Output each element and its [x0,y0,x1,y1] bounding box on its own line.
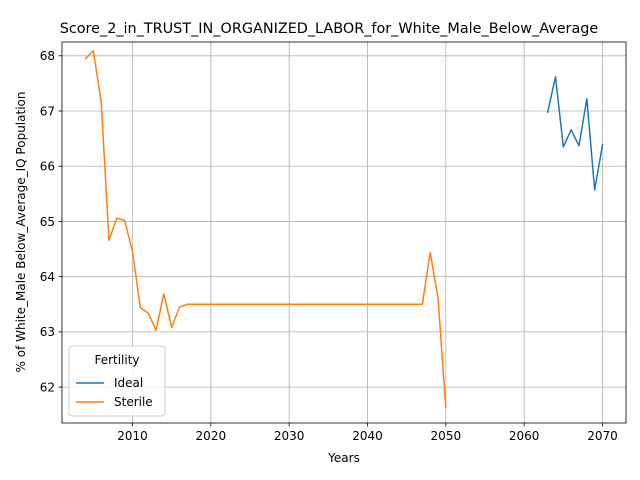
x-tick-label: 2070 [587,429,618,443]
series-line-ideal [548,77,603,190]
y-tick-label: 67 [40,104,55,118]
legend-label-ideal: Ideal [114,376,143,390]
legend-label-sterile: Sterile [114,395,153,409]
x-axis-label: Years [327,451,360,465]
x-tick-label: 2010 [117,429,148,443]
y-tick-label: 62 [40,380,55,394]
x-tick-label: 2050 [431,429,462,443]
y-tick-label: 66 [40,160,55,174]
x-tick-label: 2030 [274,429,305,443]
legend-title: Fertility [94,353,139,367]
legend: Fertility Ideal Sterile [69,346,165,416]
x-tick-label: 2040 [352,429,383,443]
x-tick-label: 2020 [196,429,227,443]
y-tick-label: 68 [40,49,55,63]
y-tick-label: 64 [40,270,55,284]
x-tick-label: 2060 [509,429,540,443]
y-tick-label: 63 [40,325,55,339]
y-tick-label: 65 [40,215,55,229]
y-axis-ticks: 62 63 64 65 66 67 68 [40,49,62,394]
chart-title: Score_2_in_TRUST_IN_ORGANIZED_LABOR_for_… [60,21,599,37]
y-axis-label: % of White_Male Below_Average_IQ Populat… [14,92,28,373]
x-axis-ticks: 2010 2020 2030 2040 2050 2060 2070 [117,423,618,443]
